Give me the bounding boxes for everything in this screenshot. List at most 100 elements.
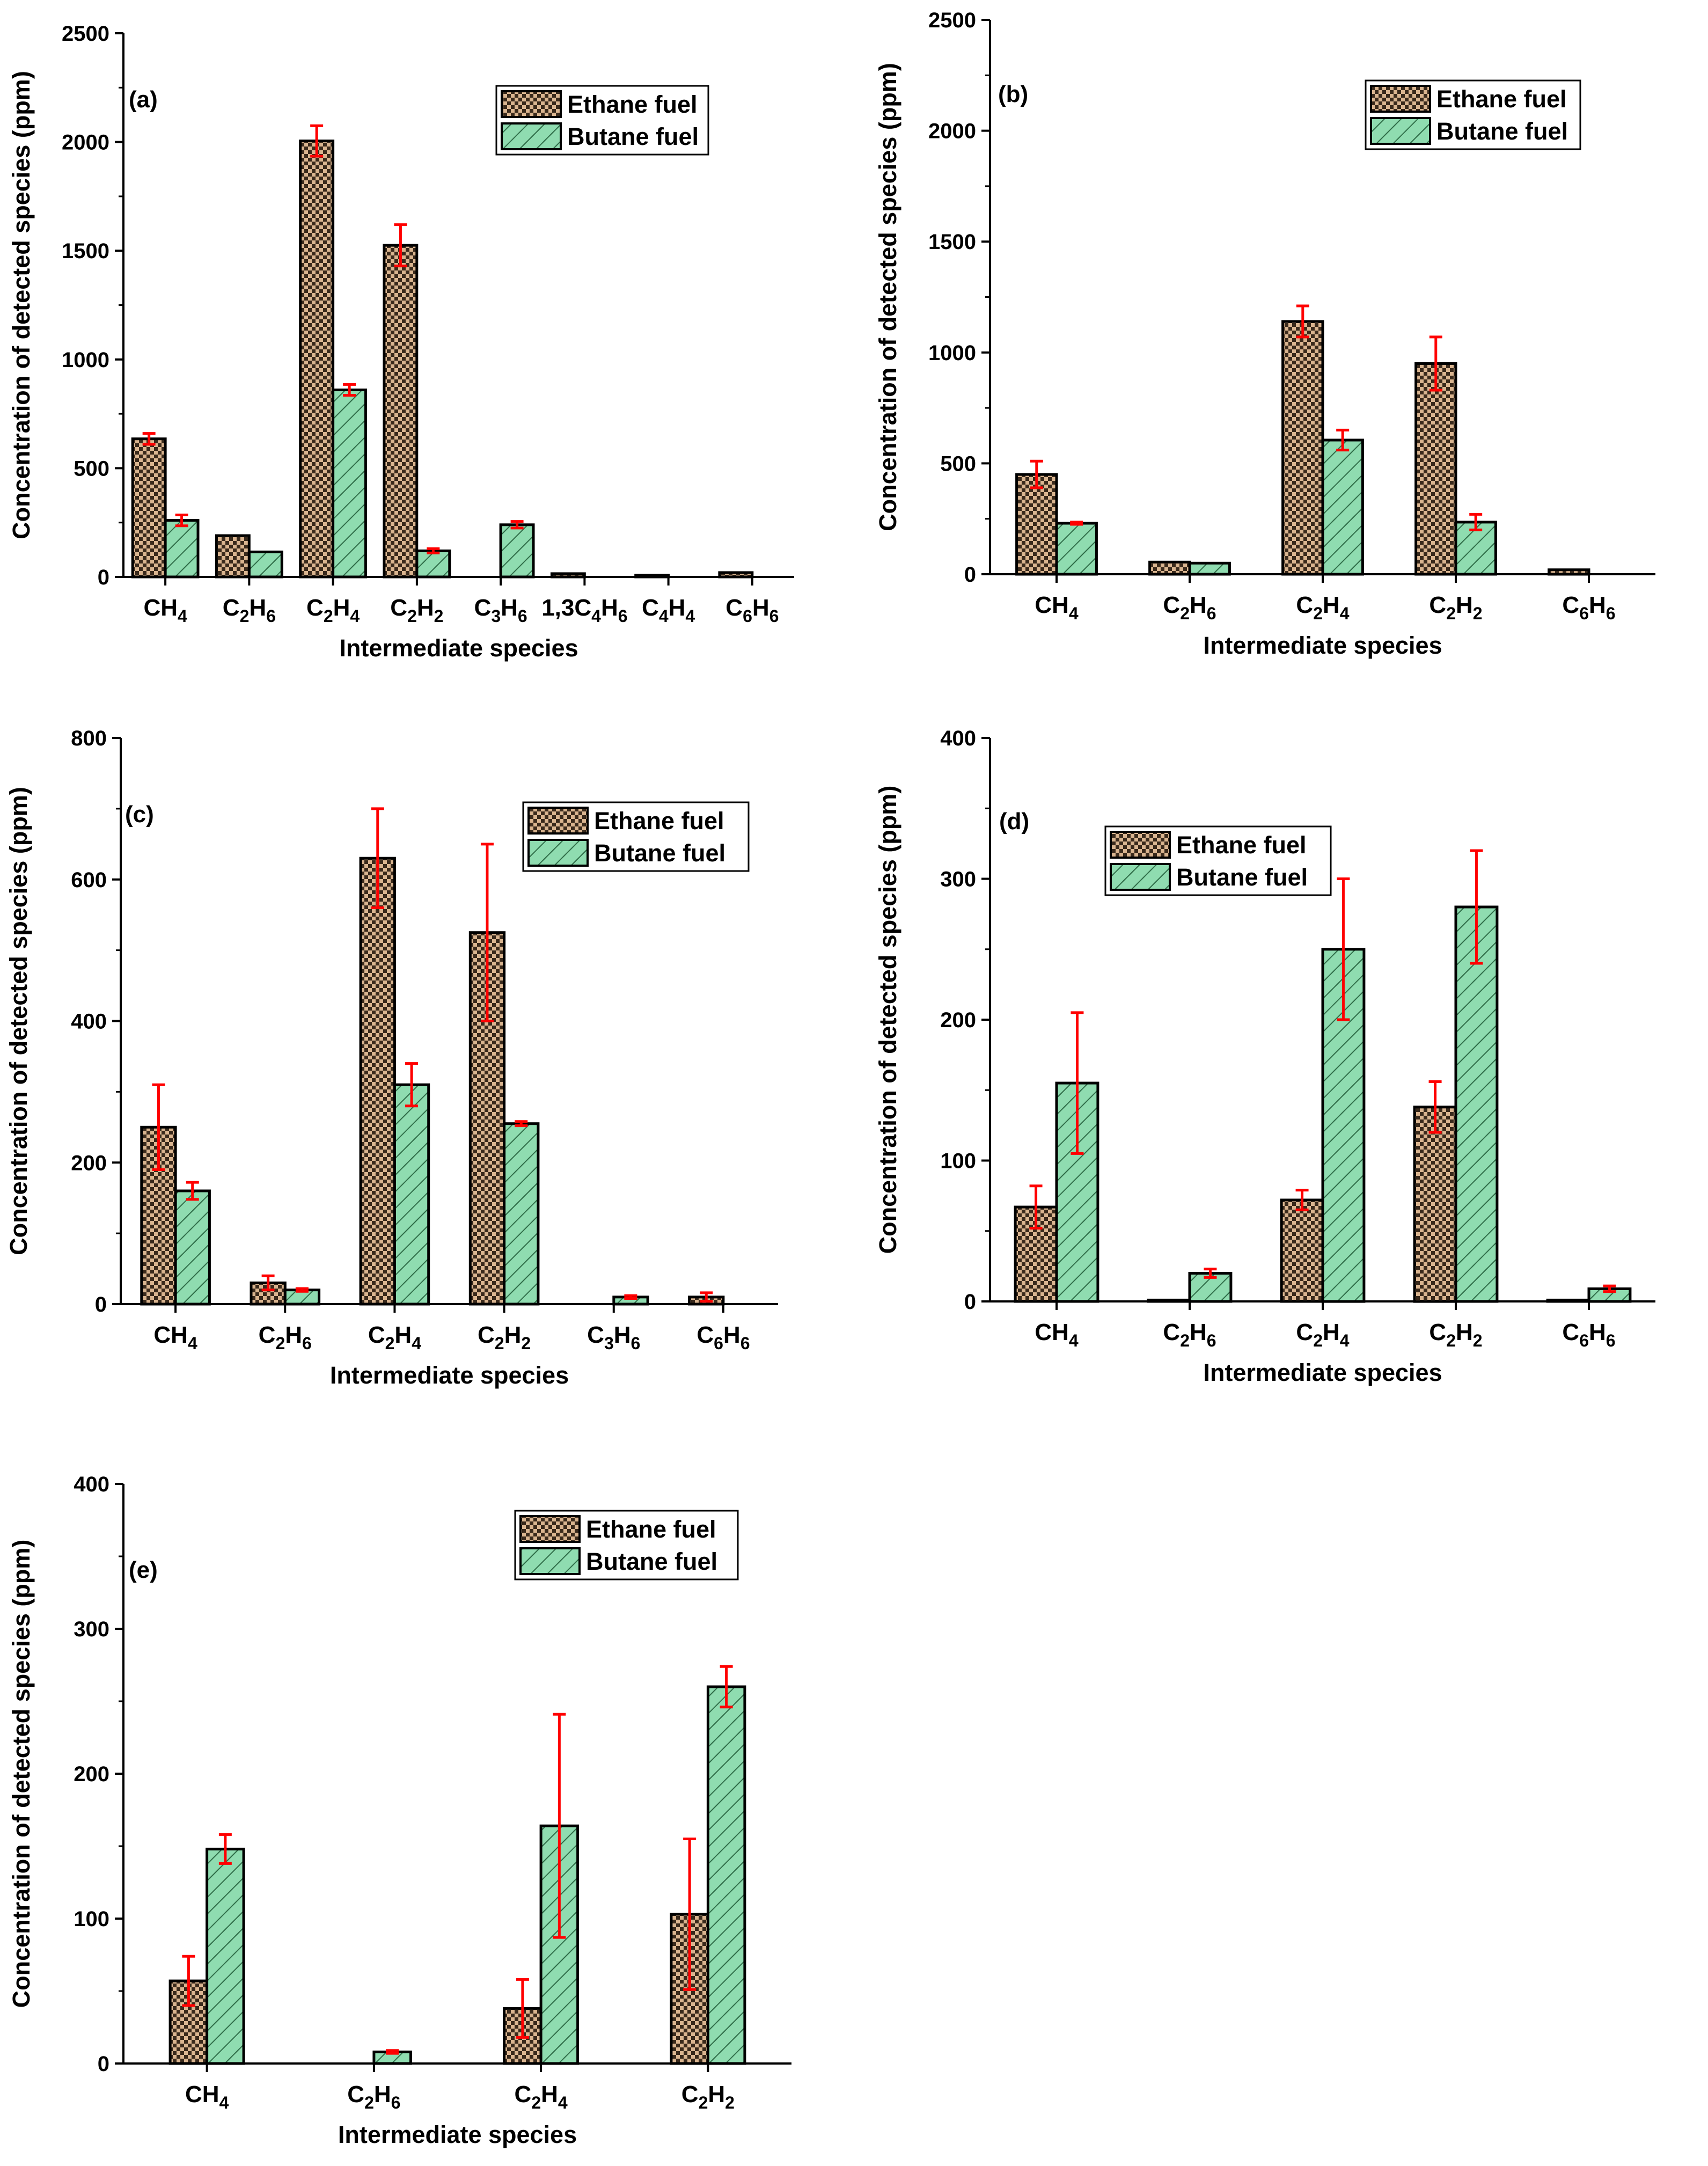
butane-bar-c2h4 (1321, 438, 1364, 576)
ethane-bar-ch4 (131, 437, 167, 579)
legend: Ethane fuel Butane fuel (514, 1510, 739, 1580)
butane-legend-label: Butane fuel (1176, 864, 1308, 891)
x-tick-label: C2H6 (1163, 1319, 1216, 1350)
butane-bar-c2h2 (415, 549, 451, 579)
x-tick-label: C2H6 (1163, 592, 1216, 623)
x-tick-label: C2H2 (390, 595, 443, 626)
y-tick-label: 0 (95, 1293, 107, 1316)
chart-panel-a: 0 500 1000 1500 2000 2500 CH4 C2H6 C2H4 C2H2 C3H6 1… (8, 22, 794, 662)
ethane-error-bar (516, 1978, 529, 2039)
x-tick-label: CH4 (143, 595, 187, 626)
ethane-error-bar (1428, 1080, 1442, 1134)
ethane-legend-swatch (1110, 831, 1171, 859)
butane-error-bar (1204, 1268, 1217, 1279)
x-tick-label: CH4 (1035, 592, 1079, 623)
y-tick-label: 1000 (62, 348, 109, 372)
butane-legend-swatch (1370, 117, 1431, 145)
x-tick-label: C6H6 (1562, 1319, 1615, 1350)
butane-bar-c2h2 (503, 1122, 540, 1306)
butane-error-bar (427, 547, 440, 554)
ethane-bar-c2h4 (1280, 1198, 1324, 1303)
ethane-bar-c2h2 (1413, 1106, 1457, 1303)
y-axis-title: Concentration of detected species (ppm) (874, 786, 901, 1254)
y-tick-label: 300 (74, 1618, 109, 1641)
ethane-bar-c2h4 (299, 140, 335, 579)
butane-error-bar (1071, 1011, 1084, 1155)
butane-bar-c2h6 (247, 550, 283, 579)
butane-error-bar (1337, 877, 1350, 1021)
x-axis-title: Intermediate species (330, 1362, 569, 1389)
ethane-error-bar (1429, 335, 1442, 392)
butane-error-bar (1070, 521, 1083, 526)
x-tick-label: C2H2 (1429, 1319, 1482, 1350)
butane-bar-ch4 (206, 1847, 245, 2065)
y-tick-label: 500 (940, 452, 976, 475)
panel-label: (a) (129, 86, 158, 113)
panel-label: (d) (999, 808, 1029, 835)
ethane-error-bar (1296, 304, 1309, 339)
x-tick-label: C2H2 (478, 1322, 531, 1353)
y-tick-label: 400 (71, 1010, 107, 1034)
ethane-error-bar (1295, 1189, 1309, 1211)
y-tick-label: 300 (940, 868, 976, 891)
x-tick-label: 1,3C4H6 (541, 595, 627, 626)
butane-error-bar (1470, 849, 1483, 965)
ethane-error-bar (152, 1083, 165, 1171)
y-tick-label: 600 (71, 868, 107, 892)
butane-error-bar (186, 1181, 199, 1201)
butane-error-bar (295, 1287, 309, 1293)
y-tick-label: 2000 (928, 120, 976, 143)
butane-legend-swatch (501, 122, 562, 150)
panel-label: (b) (998, 81, 1028, 107)
x-tick-label: C2H4 (368, 1322, 421, 1353)
butane-bar-ch4 (1055, 522, 1098, 576)
y-tick-label: 400 (74, 1473, 109, 1496)
ethane-error-bar (480, 843, 494, 1022)
x-tick-label: C3H6 (474, 595, 527, 626)
x-tick-label: C2H2 (1429, 592, 1482, 623)
ethane-bar-c2h4 (359, 857, 396, 1306)
x-tick-label: C4H4 (642, 595, 695, 626)
x-tick-label: CH4 (185, 2081, 229, 2112)
butane-bar-ch4 (164, 519, 200, 579)
butane-error-bar (720, 1665, 733, 1709)
y-tick-label: 0 (98, 566, 109, 589)
butane-error-bar (175, 514, 188, 528)
ethane-legend-label: Ethane fuel (594, 807, 724, 835)
butane-error-bar (405, 1062, 419, 1108)
legend: Ethane fuel Butane fuel (1365, 79, 1581, 150)
y-tick-label: 0 (964, 563, 976, 587)
butane-error-bar (1469, 513, 1483, 531)
ethane-bar-c2h2 (1414, 362, 1457, 576)
x-axis-title: Intermediate species (338, 2121, 577, 2148)
chart-panel-d: 0 100 200 300 400 CH4 C2H6 C2H4 C2H2 C6H6 Intermed… (874, 727, 1655, 1386)
y-tick-label: 1000 (928, 341, 976, 365)
x-axis-title: Intermediate species (1203, 632, 1442, 659)
y-tick-label: 200 (940, 1008, 976, 1032)
chart-panel-b: 0 500 1000 1500 2000 2500 CH4 C2H6 C2H4 C2H2 C6H6 I… (874, 9, 1655, 659)
y-tick-label: 200 (74, 1762, 109, 1786)
y-tick-label: 400 (940, 727, 976, 750)
butane-legend-label: Butane fuel (567, 123, 699, 150)
panel-label: (e) (129, 1557, 158, 1583)
butane-legend-swatch (527, 839, 589, 867)
x-axis-title: Intermediate species (339, 634, 578, 662)
ethane-legend-label: Ethane fuel (1436, 85, 1567, 113)
ethane-legend-label: Ethane fuel (586, 1516, 716, 1543)
y-axis-title: Concentration of detected species (ppm) (874, 63, 901, 531)
ethane-legend-label: Ethane fuel (567, 91, 698, 118)
ethane-error-bar (142, 432, 156, 446)
butane-legend-label: Butane fuel (586, 1548, 717, 1575)
x-tick-label: C2H4 (515, 2081, 568, 2112)
ethane-bar-c2h6 (215, 534, 251, 579)
legend: Ethane fuel Butane fuel (1104, 825, 1332, 896)
ethane-error-bar (683, 1838, 697, 1991)
y-tick-label: 100 (940, 1150, 976, 1173)
butane-legend-label: Butane fuel (1436, 118, 1568, 145)
ethane-legend-label: Ethane fuel (1176, 831, 1307, 859)
x-tick-label: C2H4 (306, 595, 360, 626)
y-tick-label: 200 (71, 1151, 107, 1175)
butane-bar-c3h6 (499, 523, 535, 579)
butane-bar-c2h4 (393, 1083, 430, 1306)
